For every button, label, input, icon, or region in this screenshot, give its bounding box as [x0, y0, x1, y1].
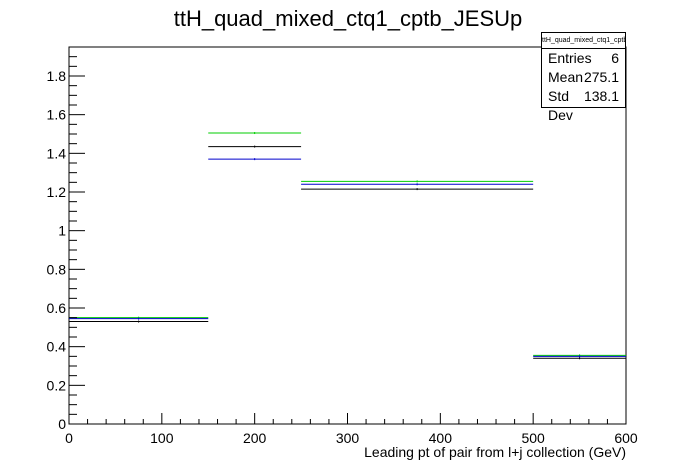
- stats-value: 138.1: [583, 88, 619, 104]
- y-tick-label: 1.8: [47, 68, 67, 84]
- x-tick-label: 500: [521, 430, 545, 446]
- stats-label: Mean: [548, 69, 584, 85]
- y-tick-label: 0.2: [47, 377, 67, 393]
- x-axis-label: Leading pt of pair from l+j collection (…: [364, 444, 626, 460]
- y-tick-label: 1.6: [47, 107, 67, 123]
- stats-row-mean: Mean 275.1: [542, 68, 625, 87]
- series-1: [69, 145, 626, 360]
- stats-row-entries: Entries 6: [542, 49, 625, 68]
- stats-box: ttH_quad_mixed_ctq1_cptb_JESUp Entries 6…: [541, 32, 626, 123]
- y-tick-label: 1: [58, 223, 66, 239]
- stats-label: Std Dev: [548, 88, 573, 123]
- y-tick-label: 0.4: [47, 339, 67, 355]
- stats-row-stddev: Std Dev 138.1: [542, 87, 625, 123]
- y-tick-label: 0.8: [47, 261, 67, 277]
- y-tick-label: 1.4: [47, 145, 67, 161]
- y-tick-label: 0.6: [47, 300, 67, 316]
- series-layer: [69, 132, 626, 360]
- stats-label: Entries: [548, 50, 592, 66]
- stats-value: 275.1: [583, 69, 619, 85]
- x-tick-label: 0: [65, 430, 73, 446]
- stats-value: 6: [611, 50, 619, 66]
- y-tick-label: 0: [58, 416, 66, 432]
- x-tick-label: 200: [243, 430, 267, 446]
- chart-title: ttH_quad_mixed_ctq1_cptb_JESUp: [174, 6, 523, 31]
- x-tick-label: 400: [429, 430, 453, 446]
- x-tick-label: 600: [614, 430, 638, 446]
- axis-layer: 0 100 200 300 400 500 600 0 0.2 0.4 0.6 0.8 1 1.2 1.4 1…: [47, 56, 638, 446]
- y-tick-label: 1.2: [47, 184, 67, 200]
- x-tick-label: 100: [150, 430, 174, 446]
- x-tick-label: 300: [336, 430, 360, 446]
- stats-title: ttH_quad_mixed_ctq1_cptb_JESUp: [542, 33, 625, 49]
- series-0: [69, 132, 626, 357]
- series-2: [69, 158, 626, 358]
